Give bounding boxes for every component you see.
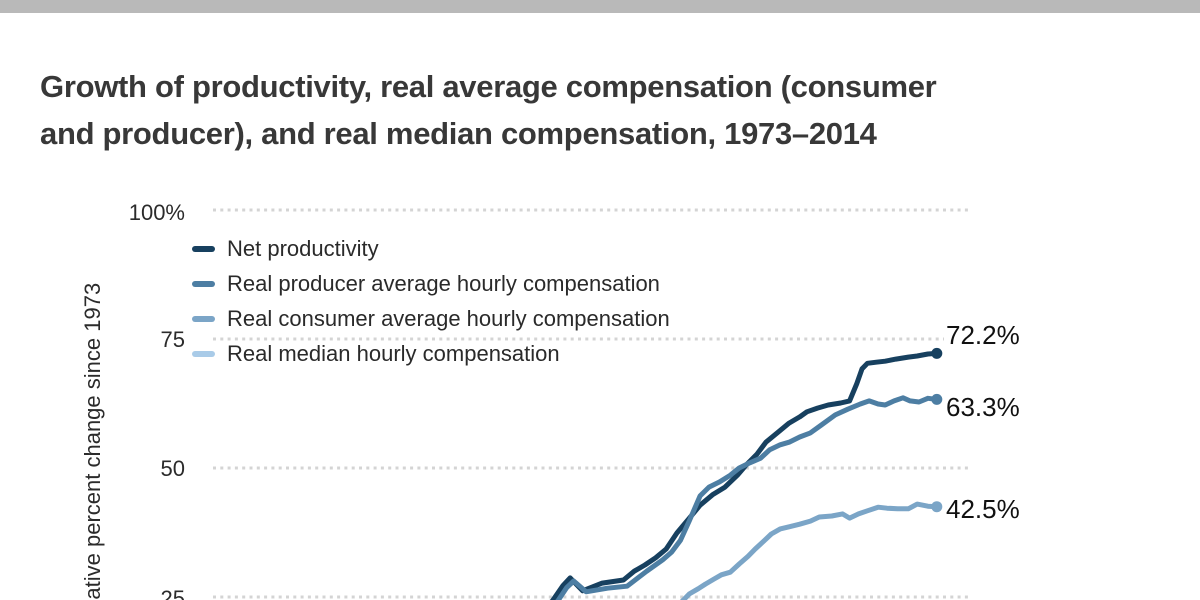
legend-swatch-consumer-compensation (192, 315, 215, 322)
series-end-dot-0 (931, 347, 943, 359)
legend-label: Real consumer average hourly compensatio… (227, 305, 670, 331)
legend-swatch-net-productivity (192, 245, 215, 252)
chart-title-line2: and producer), and real median compensat… (40, 116, 877, 151)
y-tick-75: 75 (160, 327, 185, 352)
series-end-dot-2 (931, 501, 943, 513)
series-line-1 (555, 395, 940, 600)
legend-item-net-productivity: Net productivity (192, 231, 670, 266)
legend-item-median-compensation: Real median hourly compensation (192, 336, 670, 371)
series-line-0 (549, 350, 940, 600)
series-end-dot-1 (931, 393, 943, 405)
series-line-2 (679, 501, 940, 600)
legend-swatch-producer-compensation (192, 280, 215, 287)
end-value-label-producer-compensation: 63.3% (944, 394, 1023, 421)
legend-label: Real median hourly compensation (227, 340, 560, 366)
y-axis-title: Cumulative percent change since 1973 (80, 283, 105, 600)
legend-label: Net productivity (227, 235, 379, 261)
legend-swatch-median-compensation (192, 350, 215, 357)
y-tick-100: 100% (128, 200, 185, 225)
end-value-label-net-productivity: 72.2% (944, 322, 1023, 349)
legend-label: Real producer average hourly compensatio… (227, 270, 660, 296)
legend: Net productivity Real producer average h… (192, 231, 670, 371)
y-tick-25: 25 (160, 586, 185, 600)
y-tick-50: 50 (160, 456, 185, 481)
legend-item-consumer-compensation: Real consumer average hourly compensatio… (192, 301, 670, 336)
legend-item-producer-compensation: Real producer average hourly compensatio… (192, 266, 670, 301)
chart-title: Growth of productivity, real average com… (40, 63, 1180, 157)
end-value-label-consumer-compensation: 42.5% (944, 496, 1023, 523)
chart-title-line1: Growth of productivity, real average com… (40, 69, 937, 104)
top-bar (0, 0, 1200, 13)
